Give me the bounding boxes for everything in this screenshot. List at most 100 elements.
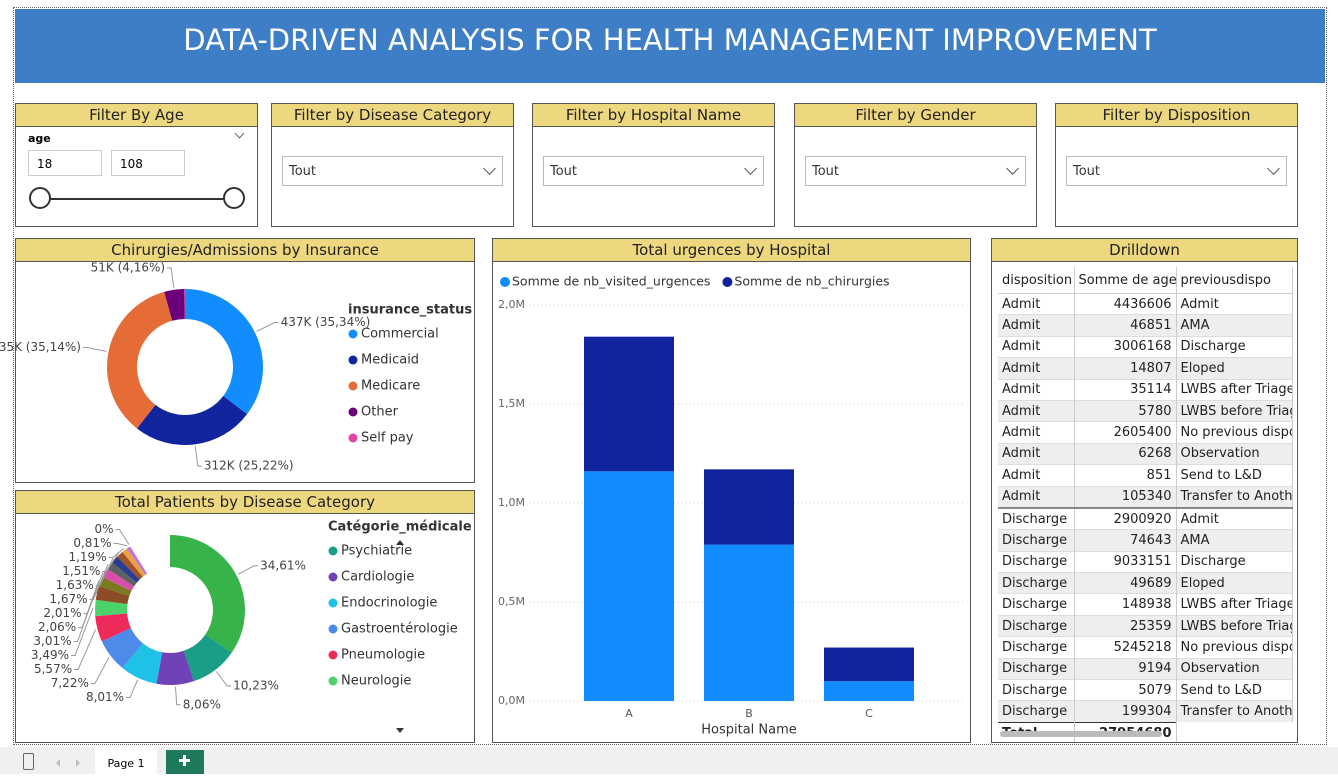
data-row: Discharge 74643 AMA: [998, 529, 1293, 552]
disposition-filter: Filter by Disposition Tout: [1055, 103, 1298, 227]
page-tab[interactable]: Page 1: [95, 747, 157, 774]
disease-panel: Total Patients by Disease Category: [15, 490, 475, 743]
slider-handle[interactable]: [223, 187, 245, 209]
data-row: Discharge 9194 Observation: [998, 657, 1293, 680]
page-tabs-bar: Page 1: [0, 747, 1338, 774]
table-cell: Discharge: [998, 614, 1075, 637]
hospital-filter: Filter by Hospital Name Tout: [532, 103, 775, 227]
table-cell: 49689: [1074, 572, 1177, 594]
dropdown[interactable]: Tout: [1066, 156, 1287, 186]
filter-title: Filter by Hospital Name: [533, 104, 774, 127]
filter-title: Filter By Age: [16, 104, 257, 127]
panel-title: Chirurgies/Admissions by Insurance: [16, 239, 474, 262]
next-arrow[interactable]: [76, 759, 80, 767]
drilldown-table: disposition Somme de age previousdispo Admi…: [998, 267, 1293, 742]
table-cell: 2605400: [1074, 421, 1177, 444]
table-cell: Observation: [1176, 442, 1293, 465]
table-cell: Discharge: [998, 529, 1075, 552]
table-cell: 851: [1074, 464, 1177, 487]
dropdown[interactable]: Tout: [543, 156, 764, 186]
panel-title: Drilldown: [992, 239, 1297, 262]
table-cell: Admit: [998, 292, 1075, 315]
table-cell: 199304: [1074, 700, 1177, 723]
table-cell: 3006168: [1074, 335, 1177, 358]
table-cell: Send to L&D: [1176, 464, 1293, 487]
data-row: Discharge 25359 LWBS before Triag: [998, 614, 1293, 637]
table-cell: disposition: [998, 267, 1075, 294]
table-cell: Transfer to Anothe: [1176, 700, 1293, 723]
data-row: Discharge 5245218 No previous dispo: [998, 636, 1293, 659]
table-cell: 46851: [1074, 314, 1177, 337]
dropdown[interactable]: Tout: [805, 156, 1026, 186]
filter-title: Filter by Gender: [795, 104, 1036, 127]
table-cell: 25359: [1074, 614, 1177, 637]
table-cell: Eloped: [1176, 572, 1293, 594]
table-cell: Observation: [1176, 657, 1293, 680]
dropdown[interactable]: Tout: [282, 156, 503, 186]
data-row: Admit 4436606 Admit: [998, 292, 1293, 315]
table-cell: AMA: [1176, 529, 1293, 552]
table-cell: Send to L&D: [1176, 679, 1293, 701]
data-row: Admit 5780 LWBS before Triag: [998, 399, 1293, 422]
table-cell: 9033151: [1074, 550, 1177, 573]
table-cell: LWBS after Triage: [1176, 593, 1293, 616]
table-cell: Discharge: [998, 506, 1075, 530]
disease-filter: Filter by Disease Category Tout: [271, 103, 514, 227]
drilldown-panel: Drilldown disposition Somme de age previou…: [991, 238, 1298, 743]
table-cell: Admit: [998, 357, 1075, 380]
table-cell: AMA: [1176, 314, 1293, 337]
gender-filter: Filter by Gender Tout: [794, 103, 1037, 227]
data-row: Admit 35114 LWBS after Triage: [998, 378, 1293, 401]
data-row: Discharge 9033151 Discharge: [998, 550, 1293, 573]
table-cell: previousdispo: [1176, 267, 1293, 294]
table-cell: 74643: [1074, 529, 1177, 552]
hospital-panel: Total urgences by Hospital: [492, 238, 971, 743]
table-cell: LWBS before Triag: [1176, 399, 1293, 422]
data-row: Discharge 2900920 Admit: [998, 506, 1293, 530]
table-cell: No previous dispo: [1176, 421, 1293, 444]
data-row: Admit 14807 Eloped: [998, 357, 1293, 380]
panel-title: Total Patients by Disease Category: [16, 491, 474, 514]
table-cell: Discharge: [998, 572, 1075, 594]
mobile-icon[interactable]: [23, 753, 34, 770]
table-cell: Discharge: [998, 636, 1075, 659]
table-cell: Admit: [1176, 506, 1293, 530]
age-filter: Filter By Age age 18 108: [15, 103, 258, 227]
table-cell: Discharge: [998, 657, 1075, 680]
table-cell: 35114: [1074, 378, 1177, 401]
table-cell: 2900920: [1074, 506, 1177, 530]
table-cell: Admit: [1176, 292, 1293, 315]
max-input[interactable]: 108: [111, 150, 185, 176]
table-cell: 148938: [1074, 593, 1177, 616]
min-input[interactable]: 18: [28, 150, 102, 176]
data-row: Admit 3006168 Discharge: [998, 335, 1293, 358]
insurance-panel: Chirurgies/Admissions by Insurance: [15, 238, 475, 483]
scrollbar[interactable]: [1000, 731, 1162, 737]
table-cell: Discharge: [998, 593, 1075, 616]
table-cell: Admit: [998, 485, 1075, 508]
data-row: Discharge 199304 Transfer to Anothe: [998, 700, 1293, 723]
slider-handle[interactable]: [29, 187, 51, 209]
chevron[interactable]: [234, 128, 245, 139]
filter-field: age: [28, 132, 51, 145]
slider-track: [42, 198, 236, 200]
table-cell: Admit: [998, 464, 1075, 487]
data-row: Discharge 148938 LWBS after Triage: [998, 593, 1293, 616]
add-page-button[interactable]: [166, 750, 204, 774]
filter-title: Filter by Disease Category: [272, 104, 513, 127]
table-cell: Discharge: [998, 679, 1075, 701]
table-cell: LWBS after Triage: [1176, 378, 1293, 401]
table-cell: 4436606: [1074, 292, 1177, 315]
table-cell: Transfer to Anothe: [1176, 485, 1293, 508]
table-cell: Discharge: [1176, 550, 1293, 573]
data-row: Discharge 49689 Eloped: [998, 572, 1293, 594]
prev-arrow[interactable]: [56, 759, 60, 767]
panel-title: Total urgences by Hospital: [493, 239, 970, 262]
table-cell: 5780: [1074, 399, 1177, 422]
table-cell: Admit: [998, 378, 1075, 401]
table-cell: Admit: [998, 314, 1075, 337]
table-cell: Admit: [998, 335, 1075, 358]
table-cell: Somme de age: [1074, 267, 1177, 294]
table-cell: Discharge: [1176, 335, 1293, 358]
